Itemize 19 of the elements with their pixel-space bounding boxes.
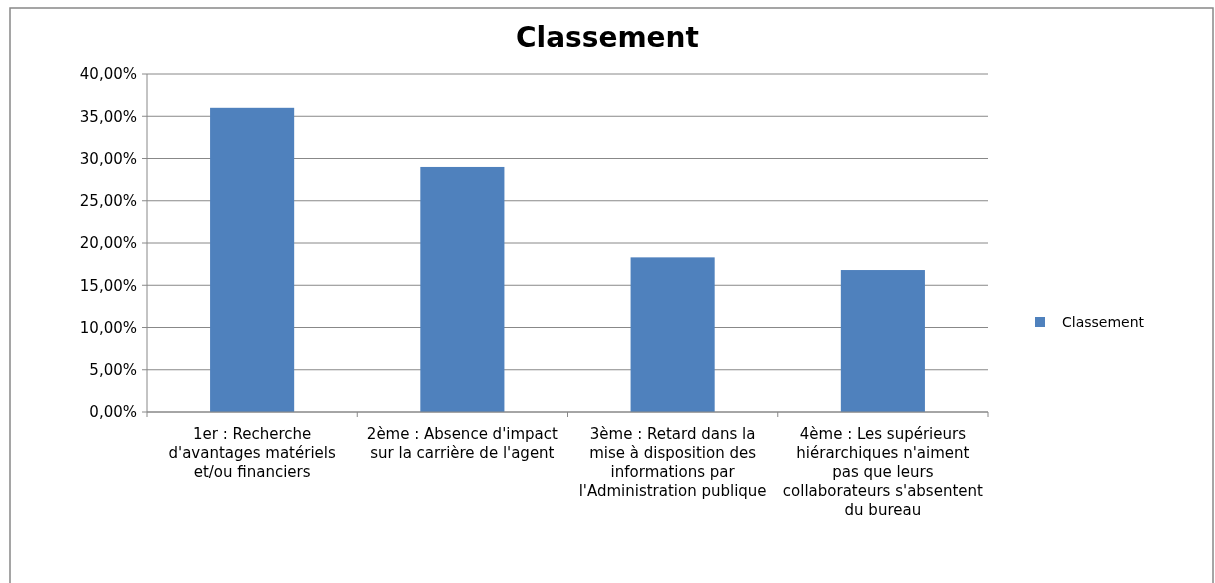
y-tick-label: 25,00%	[79, 192, 137, 210]
x-tick-label: 3ème : Retard dans la mise à disposition des informations par l'Administration publique	[578, 425, 767, 500]
y-tick-label: 0,00%	[89, 403, 137, 422]
y-tick-label: 30,00%	[79, 149, 137, 168]
x-tick-label: 2ème : Absence d'impact sur la carrière de l'agent	[366, 425, 559, 462]
bar	[420, 166, 505, 412]
y-tick-label: 35,00%	[79, 107, 137, 126]
y-tick-label: 20,00%	[79, 234, 137, 253]
legend-label: Classement	[1062, 313, 1145, 330]
bar	[210, 107, 295, 412]
y-tick-label: 15,00%	[79, 276, 137, 295]
y-tick-label: 40,00%	[79, 65, 137, 84]
y-tick-label: 5,00%	[89, 361, 137, 379]
y-tick-label: 10,00%	[79, 318, 137, 337]
x-tick-label: 4ème : Les supérieurs hiérarchiques n'aiment pas que leurs collaborateurs s'absentent du bureau	[782, 425, 984, 519]
x-tick-label: 1er : Recherche d'avantages matériels et/ou financiers	[168, 425, 336, 481]
bar	[630, 257, 715, 412]
chart-title: Classement	[516, 21, 699, 54]
bar	[840, 270, 925, 412]
